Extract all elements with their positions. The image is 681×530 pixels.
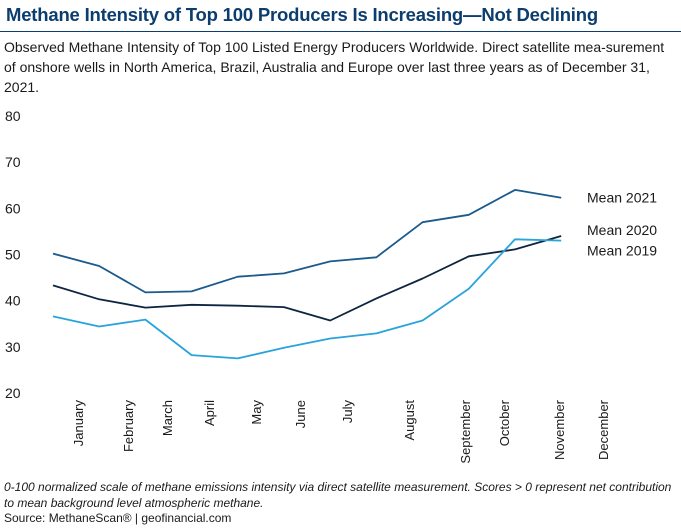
y-tick-label: 40 — [5, 293, 21, 309]
x-tick-label: February — [121, 400, 136, 453]
line-chart: 20 30 40 50 60 70 80 January February March April… — [5, 108, 657, 464]
chart-source: Source: MethaneScan® | geofinancial.com — [4, 511, 232, 525]
x-tick-label: July — [340, 400, 355, 424]
x-tick-label: September — [458, 399, 473, 463]
series-label: Mean 2019 — [587, 243, 657, 259]
x-tick-label: March — [160, 400, 175, 436]
x-tick-label: January — [71, 400, 86, 447]
y-tick-label: 20 — [5, 385, 21, 401]
x-tick-label: May — [249, 400, 264, 425]
x-axis-tick-labels: January February March April May June July Augu… — [71, 399, 611, 463]
x-tick-label: October — [497, 399, 512, 446]
series-line — [52, 188, 562, 294]
series-label: Mean 2020 — [587, 222, 657, 238]
y-axis-tick-labels: 20 30 40 50 60 70 80 — [5, 108, 21, 401]
series-label: Mean 2021 — [587, 190, 657, 206]
x-tick-label: August — [402, 400, 417, 441]
x-tick-label: November — [552, 399, 567, 460]
y-tick-label: 50 — [5, 247, 21, 263]
y-tick-label: 60 — [5, 200, 21, 216]
y-tick-label: 80 — [5, 108, 21, 124]
y-tick-label: 30 — [5, 339, 21, 355]
x-tick-label: June — [293, 400, 308, 428]
title-divider — [0, 31, 681, 32]
chart-subtitle: Observed Methane Intensity of Top 100 Li… — [4, 39, 665, 95]
y-tick-label: 70 — [5, 154, 21, 170]
series-lines — [52, 188, 562, 360]
x-tick-label: December — [596, 399, 611, 460]
series-line — [52, 235, 562, 322]
x-tick-label: April — [202, 400, 217, 426]
series-legend-labels: Mean 2021 Mean 2020 Mean 2019 — [587, 190, 657, 259]
series-line — [52, 238, 562, 360]
chart-footnote: 0-100 normalized scale of methane emissi… — [4, 480, 672, 510]
chart-title: Methane Intensity of Top 100 Producers I… — [6, 4, 598, 25]
